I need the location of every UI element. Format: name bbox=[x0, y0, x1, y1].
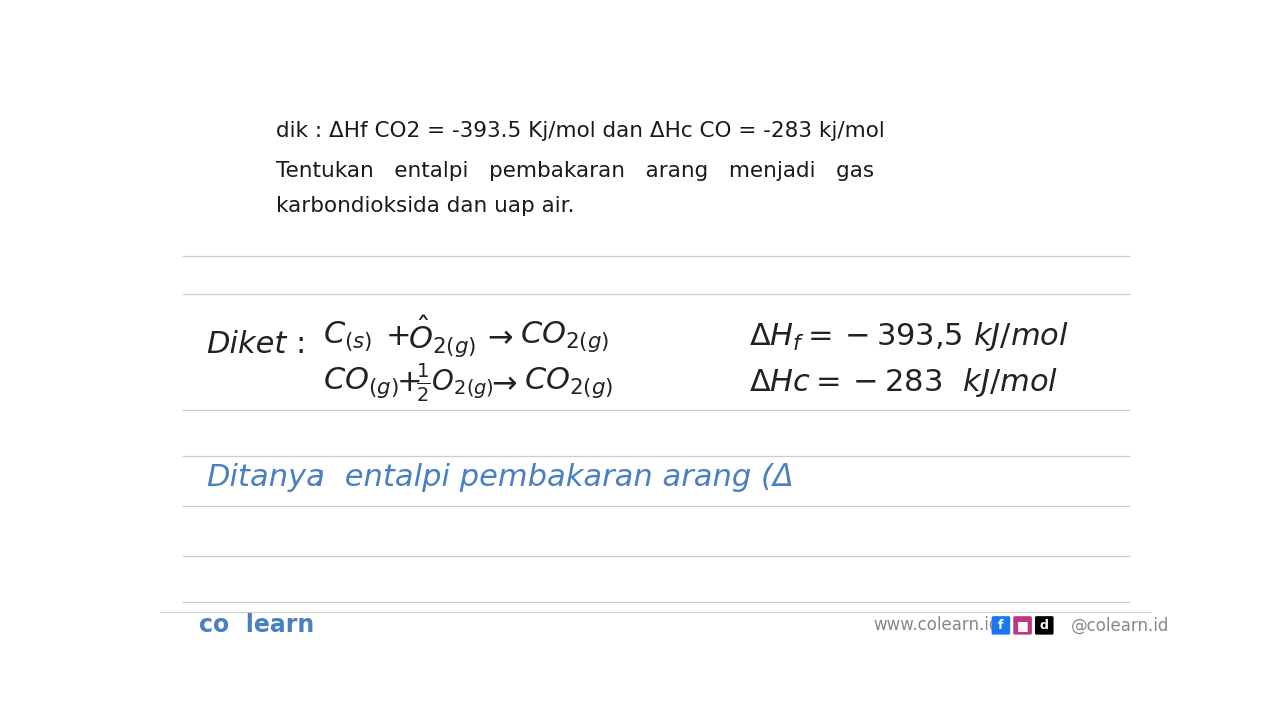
FancyBboxPatch shape bbox=[1036, 616, 1053, 634]
FancyBboxPatch shape bbox=[1014, 616, 1032, 634]
Text: $\rightarrow$: $\rightarrow$ bbox=[485, 369, 517, 397]
Text: :  entalpi pembakaran arang (Δ: : entalpi pembakaran arang (Δ bbox=[315, 463, 794, 492]
Text: Tentukan   entalpi   pembakaran   arang   menjadi   gas: Tentukan entalpi pembakaran arang menjad… bbox=[276, 161, 874, 181]
Text: ■: ■ bbox=[1016, 619, 1028, 632]
Text: dik : ΔHf CO2 = -393.5 Kj/mol dan ΔHc CO = -283 kj/mol: dik : ΔHf CO2 = -393.5 Kj/mol dan ΔHc CO… bbox=[276, 121, 884, 141]
Text: $\mathit{+}$: $\mathit{+}$ bbox=[385, 322, 410, 351]
Text: $\mathit{\Delta H_f = -393{,}5\ kJ/mol}$: $\mathit{\Delta H_f = -393{,}5\ kJ/mol}$ bbox=[749, 320, 1069, 353]
FancyBboxPatch shape bbox=[992, 616, 1010, 634]
Text: d: d bbox=[1039, 619, 1048, 632]
Text: $\rightarrow$: $\rightarrow$ bbox=[481, 322, 513, 351]
Text: $\mathit{CO}_{(g)}$: $\mathit{CO}_{(g)}$ bbox=[323, 365, 398, 400]
Text: co  learn: co learn bbox=[198, 613, 314, 637]
Text: Diket: Diket bbox=[206, 330, 287, 359]
Text: karbondioksida dan uap air.: karbondioksida dan uap air. bbox=[276, 196, 575, 216]
Text: Ditanya: Ditanya bbox=[206, 463, 325, 492]
Text: $\mathit{\Delta Hc = -283\ \ kJ/mol}$: $\mathit{\Delta Hc = -283\ \ kJ/mol}$ bbox=[749, 366, 1059, 400]
Text: $\mathit{\hat{O}}_{2(g)}$: $\mathit{\hat{O}}_{2(g)}$ bbox=[408, 313, 476, 360]
Text: $\mathit{CO}_{2(g)}$: $\mathit{CO}_{2(g)}$ bbox=[521, 319, 609, 354]
Text: f: f bbox=[998, 619, 1004, 632]
Text: www.colearn.id: www.colearn.id bbox=[873, 616, 1000, 634]
Text: @colearn.id: @colearn.id bbox=[1070, 616, 1169, 634]
Text: $\mathit{CO}_{2(g)}$: $\mathit{CO}_{2(g)}$ bbox=[525, 365, 613, 400]
Text: :: : bbox=[296, 330, 306, 359]
Text: $\mathit{\frac{1}{2}O}_{2(g)}$: $\mathit{\frac{1}{2}O}_{2(g)}$ bbox=[416, 362, 494, 404]
Text: $\mathit{+}$: $\mathit{+}$ bbox=[397, 369, 421, 397]
Text: $\mathit{C}_{(s)}$: $\mathit{C}_{(s)}$ bbox=[323, 320, 372, 354]
